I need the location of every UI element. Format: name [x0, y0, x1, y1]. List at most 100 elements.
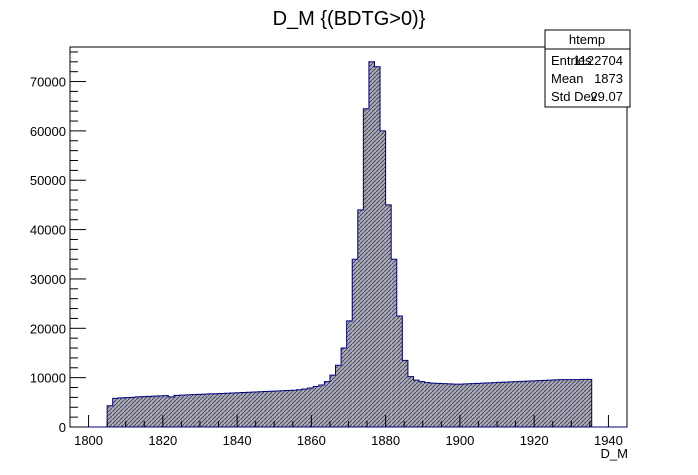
histogram-bar	[419, 381, 425, 427]
histogram-bar	[196, 394, 202, 427]
histogram-bar	[469, 383, 475, 427]
x-tick-label: 1940	[594, 433, 623, 448]
histogram-bar	[302, 389, 308, 427]
y-tick-label: 0	[59, 420, 66, 435]
stats-mean-label: Mean	[551, 71, 584, 86]
histogram-bar	[541, 380, 548, 427]
y-axis: 0 10000 20000 30000 40000 50000 60000 70000	[30, 51, 86, 435]
histogram-bar	[218, 393, 225, 427]
histogram-bar	[157, 395, 163, 427]
histogram-bar	[274, 390, 280, 427]
histogram-bar	[251, 391, 258, 427]
histogram-bar	[547, 380, 553, 427]
histogram-bar	[357, 209, 364, 427]
histogram-bar	[352, 259, 358, 427]
histogram-bar	[341, 348, 347, 427]
histogram-bar	[368, 61, 375, 427]
histogram-bar	[118, 397, 124, 427]
y-tick-label: 30000	[30, 272, 66, 287]
histogram-bar	[140, 396, 147, 427]
histogram-bar	[463, 383, 470, 427]
histogram-bar	[563, 379, 570, 427]
histogram-bar	[257, 391, 264, 427]
histogram-bar	[446, 383, 453, 427]
histogram-bar	[134, 396, 141, 427]
y-tick-label: 60000	[30, 124, 66, 139]
x-tick-label: 1840	[223, 433, 252, 448]
stats-box-name: htemp	[569, 32, 605, 47]
histogram-bars	[70, 61, 627, 428]
histogram-bar	[123, 397, 130, 427]
histogram-bar	[513, 381, 520, 427]
histogram-bar	[179, 395, 186, 427]
histogram-bar	[374, 66, 381, 427]
histogram-bar	[207, 393, 213, 427]
histogram-bar	[151, 396, 158, 427]
histogram-bar	[424, 382, 431, 427]
histogram-bar	[396, 315, 403, 427]
histogram-bar	[268, 391, 275, 427]
histogram-bar	[190, 394, 197, 427]
x-tick-label: 1880	[371, 433, 400, 448]
histogram-bar	[502, 382, 509, 427]
histogram-bar	[201, 394, 208, 427]
x-tick-label: 1920	[520, 433, 549, 448]
histogram-bar	[307, 388, 314, 427]
histogram-bar	[335, 365, 342, 427]
histogram-bar	[407, 376, 414, 427]
histogram-bar	[391, 259, 397, 427]
histogram-bar	[168, 396, 174, 427]
histogram-bar	[430, 383, 436, 427]
histogram-bar	[324, 381, 330, 427]
histogram-bar	[229, 392, 236, 427]
stats-box: htemp Entries 1122704 Mean 1873 Std Dev …	[544, 29, 631, 108]
y-tick-label: 40000	[30, 223, 66, 238]
histogram-bar	[441, 383, 447, 427]
histogram-bar	[212, 393, 219, 427]
histogram-bar	[413, 380, 420, 427]
histogram-bar	[385, 204, 392, 427]
x-tick-label: 1900	[445, 433, 474, 448]
histogram-bar	[452, 384, 459, 427]
histogram-bar	[435, 383, 442, 427]
x-axis-label: D_M	[601, 446, 628, 461]
histogram-bar	[575, 379, 581, 427]
stats-entries-value: 1122704	[573, 53, 623, 68]
y-tick-label: 20000	[30, 321, 66, 336]
histogram-bar	[162, 395, 169, 427]
histogram-bar	[107, 405, 113, 427]
histogram-bar	[290, 390, 297, 427]
histogram-bar	[480, 383, 486, 427]
histogram-bar	[485, 382, 492, 427]
histogram-bar	[129, 397, 135, 427]
histogram-bar	[569, 379, 576, 427]
histogram-bar	[536, 380, 542, 427]
x-axis: 1800 1820 1840 1860 1880 1900 1920 1940	[69, 415, 628, 448]
y-tick-label: 10000	[30, 371, 66, 386]
histogram-bar	[329, 375, 336, 427]
histogram-bar	[458, 384, 464, 427]
histogram-bar	[580, 379, 587, 427]
histogram-bar	[313, 386, 319, 427]
histogram-bar	[508, 381, 514, 427]
stats-mean-value: 1873	[594, 71, 623, 86]
chart-title: D_M {(BDTG>0)}	[273, 8, 426, 30]
histogram-bar	[246, 392, 252, 427]
histogram-bar	[402, 360, 408, 427]
histogram-bar	[491, 382, 498, 427]
histogram-bar	[558, 379, 564, 427]
histogram-bar	[173, 395, 180, 427]
stats-entries-label: Entries	[551, 53, 592, 68]
histogram-bar	[285, 390, 291, 427]
histogram-bar	[235, 392, 241, 427]
y-tick-label: 70000	[30, 75, 66, 90]
histogram-bar	[296, 389, 303, 427]
histogram-bar	[586, 379, 592, 427]
histogram-bar	[346, 320, 353, 427]
histogram-bar	[185, 394, 191, 427]
histogram-bar	[363, 108, 369, 428]
x-tick-label: 1800	[74, 433, 103, 448]
histogram-bar	[524, 381, 531, 427]
histogram-bar	[279, 390, 286, 427]
